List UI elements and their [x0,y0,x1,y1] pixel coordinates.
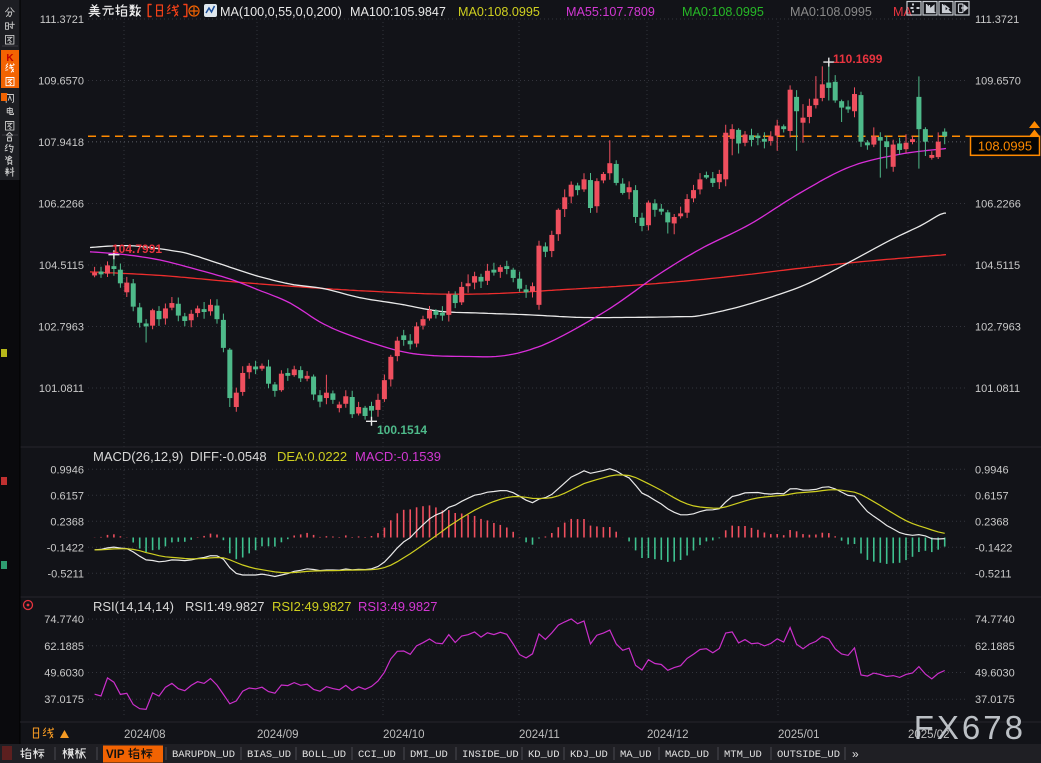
svg-text:0.6157: 0.6157 [975,490,1009,502]
svg-text:2024/12: 2024/12 [647,729,689,741]
svg-text:MA0:108.0995: MA0:108.0995 [682,5,764,19]
svg-text:MACD(26,12,9): MACD(26,12,9) [93,449,183,464]
svg-text:62.1885: 62.1885 [44,641,84,653]
svg-text:BOLL_UD: BOLL_UD [302,749,346,761]
svg-text:MACD:-0.1539: MACD:-0.1539 [355,449,441,464]
svg-text:74.7740: 74.7740 [44,614,84,626]
svg-text:RSI3:49.9827: RSI3:49.9827 [358,599,438,614]
svg-text:100.1514: 100.1514 [377,423,427,437]
svg-text:KDJ_UD: KDJ_UD [570,749,608,761]
svg-text:104.5115: 104.5115 [39,260,84,272]
svg-text:MA0:108.0995: MA0:108.0995 [458,5,540,19]
svg-text:2024/08: 2024/08 [124,729,166,741]
svg-text:111.3721: 111.3721 [975,14,1019,26]
svg-text:102.7963: 102.7963 [975,322,1021,334]
svg-text:-0.5211: -0.5211 [975,568,1012,580]
svg-text:MA(100,0,55,0,0,200): MA(100,0,55,0,0,200) [220,5,342,19]
svg-text:-0.1422: -0.1422 [47,542,84,554]
svg-text:DMI_UD: DMI_UD [410,749,448,761]
svg-text:101.0811: 101.0811 [39,383,84,395]
svg-text:0.6157: 0.6157 [50,490,84,502]
svg-text:110.1699: 110.1699 [833,52,883,66]
svg-text:106.2266: 106.2266 [38,199,84,211]
svg-text:49.6030: 49.6030 [44,668,84,680]
svg-text:2025/01: 2025/01 [778,729,820,741]
svg-text:111.3721: 111.3721 [40,14,84,26]
svg-text:0.9946: 0.9946 [975,464,1009,476]
svg-text:109.6570: 109.6570 [38,76,84,88]
svg-text:DEA:0.0222: DEA:0.0222 [277,449,347,464]
svg-text:0.2368: 0.2368 [975,516,1009,528]
svg-text:108.0995: 108.0995 [978,138,1032,153]
svg-text:MTM_UD: MTM_UD [724,749,762,761]
svg-text:MA0:108.0995: MA0:108.0995 [790,5,872,19]
svg-text:CCI_UD: CCI_UD [358,749,396,761]
svg-text:2025/02: 2025/02 [908,729,950,741]
svg-text:37.0175: 37.0175 [44,694,84,706]
svg-text:101.0811: 101.0811 [975,383,1020,395]
svg-text:62.1885: 62.1885 [975,641,1015,653]
svg-text:OUTSIDE_UD: OUTSIDE_UD [777,749,840,761]
svg-text:MA: MA [893,5,912,19]
svg-text:»: » [852,747,859,761]
svg-text:-0.5211: -0.5211 [48,568,85,580]
svg-text:2024/09: 2024/09 [257,729,299,741]
svg-text:BARUPDN_UD: BARUPDN_UD [172,749,235,761]
svg-text:FX678: FX678 [914,709,1026,746]
svg-text:MA55:107.7809: MA55:107.7809 [566,5,655,19]
svg-text:K: K [6,53,14,64]
svg-text:107.9418: 107.9418 [38,137,84,149]
svg-text:0.9946: 0.9946 [50,464,84,476]
svg-text:MACD_UD: MACD_UD [665,749,709,761]
svg-text:BIAS_UD: BIAS_UD [247,749,291,761]
svg-text:RSI1:49.9827: RSI1:49.9827 [185,599,265,614]
svg-text:74.7740: 74.7740 [975,614,1015,626]
svg-text:49.6030: 49.6030 [975,668,1015,680]
svg-text:109.6570: 109.6570 [975,76,1021,88]
svg-text:2024/10: 2024/10 [383,729,425,741]
svg-text:2024/11: 2024/11 [519,729,560,741]
svg-text:INSIDE_UD: INSIDE_UD [462,749,519,761]
svg-text:RSI(14,14,14): RSI(14,14,14) [93,599,174,614]
svg-text:102.7963: 102.7963 [38,322,84,334]
svg-text:-0.1422: -0.1422 [975,542,1012,554]
svg-text:VIP: VIP [106,749,125,761]
svg-text:106.2266: 106.2266 [975,199,1021,211]
svg-text:RSI2:49.9827: RSI2:49.9827 [272,599,352,614]
svg-text:KD_UD: KD_UD [528,749,560,761]
svg-text:104.5115: 104.5115 [975,260,1020,272]
svg-text:MA_UD: MA_UD [620,749,652,761]
svg-text:37.0175: 37.0175 [975,694,1015,706]
svg-text:MA100:105.9847: MA100:105.9847 [350,5,446,19]
svg-text:104.7991: 104.7991 [112,242,162,256]
svg-text:0.2368: 0.2368 [50,516,84,528]
svg-text:DIFF:-0.0548: DIFF:-0.0548 [190,449,267,464]
